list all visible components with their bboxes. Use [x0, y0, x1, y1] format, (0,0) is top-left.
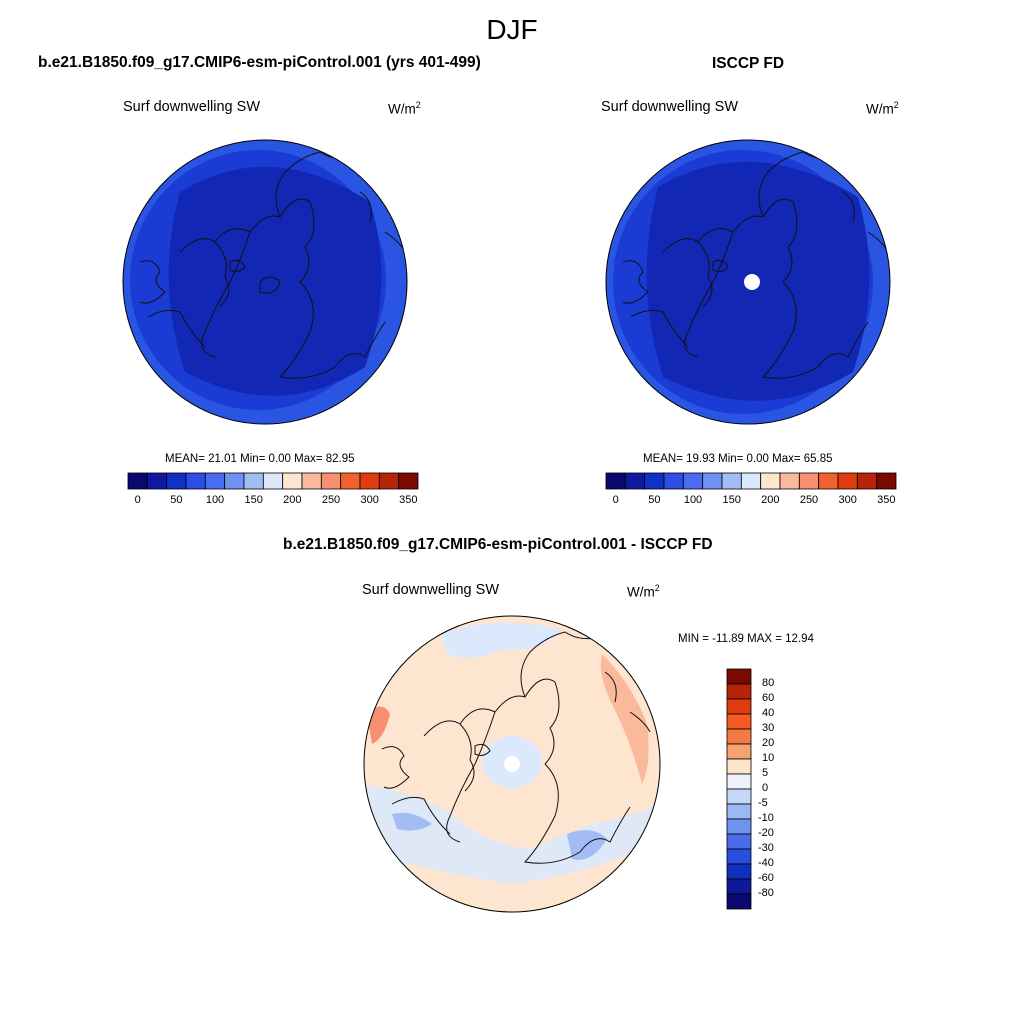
diff-colorbar-box [726, 758, 752, 775]
diff-colorbar-box [726, 728, 752, 745]
diff-colorbar-box [726, 788, 752, 805]
model-variable-label: Surf downwelling SW [123, 99, 260, 115]
model-units-label: W/m2 [388, 100, 421, 117]
model-colorbar-box [204, 472, 226, 490]
obs-variable-label: Surf downwelling SW [601, 99, 738, 115]
diff-colorbar-tick-label: 20 [762, 737, 775, 749]
model-colorbar-box [378, 472, 400, 490]
obs-colorbar-tick-label: 100 [683, 494, 703, 506]
figure-title: DJF [486, 14, 538, 45]
diff-colorbar-box [726, 713, 752, 730]
model-colorbar-tick-label: 0 [134, 494, 141, 506]
obs-colorbar-tick-label: 200 [761, 494, 780, 506]
obs-colorbar-tick-label: 250 [799, 494, 819, 506]
obs-colorbar-box [624, 472, 646, 490]
model-colorbar-tick-label: 200 [283, 494, 302, 506]
diff-colorbar-box [726, 848, 752, 865]
obs-colorbar-tick-label: 0 [612, 494, 619, 506]
diff-colorbar-box [726, 893, 752, 910]
obs-colorbar-tick-label: 150 [722, 494, 741, 506]
model-colorbar-tick-label: 300 [360, 494, 379, 506]
model-colorbar-tick-label: 250 [321, 494, 341, 506]
obs-colorbar-box [837, 472, 858, 490]
diff-colorbar-tick-label: 80 [762, 677, 775, 689]
obs-colorbar-box [818, 472, 839, 490]
obs-colorbar-box [721, 472, 742, 490]
obs-colorbar-tick-label: 300 [838, 494, 857, 506]
diff-case-title: b.e21.B1850.f09_g17.CMIP6-esm-piControl.… [283, 536, 713, 553]
diff-colorbar-tick-label: -20 [758, 827, 774, 839]
obs-colorbar-box [779, 472, 800, 490]
obs-polar-map [605, 139, 891, 425]
diff-colorbar [726, 668, 752, 910]
model-colorbar-box [282, 472, 303, 490]
diff-colorbar-box [726, 878, 752, 895]
diff-colorbar-box [726, 818, 752, 835]
diff-units-label: W/m2 [627, 583, 660, 600]
obs-stats-text: MEAN= 19.93 Min= 0.00 Max= 65.85 [643, 453, 833, 465]
diff-colorbar-tick-label: -5 [758, 797, 768, 809]
diff-colorbar-tick-label: 0 [762, 782, 769, 794]
diff-colorbar-box [726, 683, 752, 700]
model-colorbar-box [340, 472, 361, 490]
obs-colorbar-tick-label: 350 [877, 494, 896, 506]
model-colorbar-box [320, 472, 342, 490]
obs-colorbar [605, 472, 897, 490]
model-colorbar-labels: 0 50 100 150 200 250 300 350 [128, 494, 418, 508]
diff-variable-label: Surf downwelling SW [362, 582, 499, 598]
model-colorbar-tick-label: 350 [399, 494, 418, 506]
diff-colorbar-tick-label: -30 [758, 842, 774, 854]
model-colorbar [127, 472, 419, 490]
model-polar-map [122, 139, 408, 425]
obs-colorbar-tick-label: 50 [648, 494, 661, 506]
model-colorbar-box [127, 472, 148, 490]
diff-colorbar-labels: 80 60 40 30 20 10 5 0 -5 -10 -20 -30 -40 -60 -80 [758, 669, 798, 909]
obs-units-label: W/m2 [866, 100, 899, 117]
obs-colorbar-box [856, 472, 878, 490]
model-colorbar-box [262, 472, 284, 490]
obs-colorbar-box [605, 472, 626, 490]
model-colorbar-box [359, 472, 380, 490]
model-case-title: b.e21.B1850.f09_g17.CMIP6-esm-piControl.… [38, 54, 481, 71]
obs-colorbar-box [663, 472, 684, 490]
diff-colorbar-box [726, 698, 752, 715]
model-colorbar-box [224, 472, 245, 490]
obs-colorbar-box [760, 472, 781, 490]
diff-colorbar-tick-label: 40 [762, 707, 775, 719]
model-colorbar-tick-label: 150 [244, 494, 263, 506]
diff-colorbar-tick-label: -80 [758, 887, 774, 899]
model-stats-text: MEAN= 21.01 Min= 0.00 Max= 82.95 [165, 453, 355, 465]
diff-colorbar-box [726, 743, 752, 760]
obs-colorbar-box [702, 472, 723, 490]
diff-colorbar-box [726, 833, 752, 850]
obs-colorbar-box [740, 472, 762, 490]
diff-stats-text: MIN = -11.89 MAX = 12.94 [678, 633, 814, 645]
diff-colorbar-box [726, 773, 752, 790]
model-colorbar-box [166, 472, 187, 490]
model-colorbar-tick-label: 50 [170, 494, 183, 506]
model-colorbar-box [185, 472, 206, 490]
diff-colorbar-tick-label: 60 [762, 692, 775, 704]
diff-colorbar-tick-label: -60 [758, 872, 774, 884]
obs-case-title: ISCCP FD [712, 55, 785, 72]
diff-colorbar-box [726, 863, 752, 880]
obs-colorbar-box [682, 472, 704, 490]
diff-colorbar-tick-label: 5 [762, 767, 769, 779]
obs-colorbar-box [644, 472, 665, 490]
diff-colorbar-tick-label: 10 [762, 752, 775, 764]
model-colorbar-box [146, 472, 168, 490]
diff-polar-map [363, 615, 661, 913]
model-colorbar-box [243, 472, 264, 490]
diff-colorbar-tick-label: 30 [762, 722, 775, 734]
model-colorbar-tick-label: 100 [205, 494, 225, 506]
diff-colorbar-box [726, 803, 752, 820]
model-colorbar-box [398, 472, 419, 490]
obs-colorbar-box [798, 472, 820, 490]
model-colorbar-box [301, 472, 322, 490]
diff-colorbar-box [726, 668, 752, 685]
diff-colorbar-tick-label: -10 [758, 812, 774, 824]
diff-colorbar-tick-label: -40 [758, 857, 774, 869]
obs-colorbar-labels: 0 50 100 150 200 250 300 350 [606, 494, 896, 508]
obs-colorbar-box [876, 472, 897, 490]
